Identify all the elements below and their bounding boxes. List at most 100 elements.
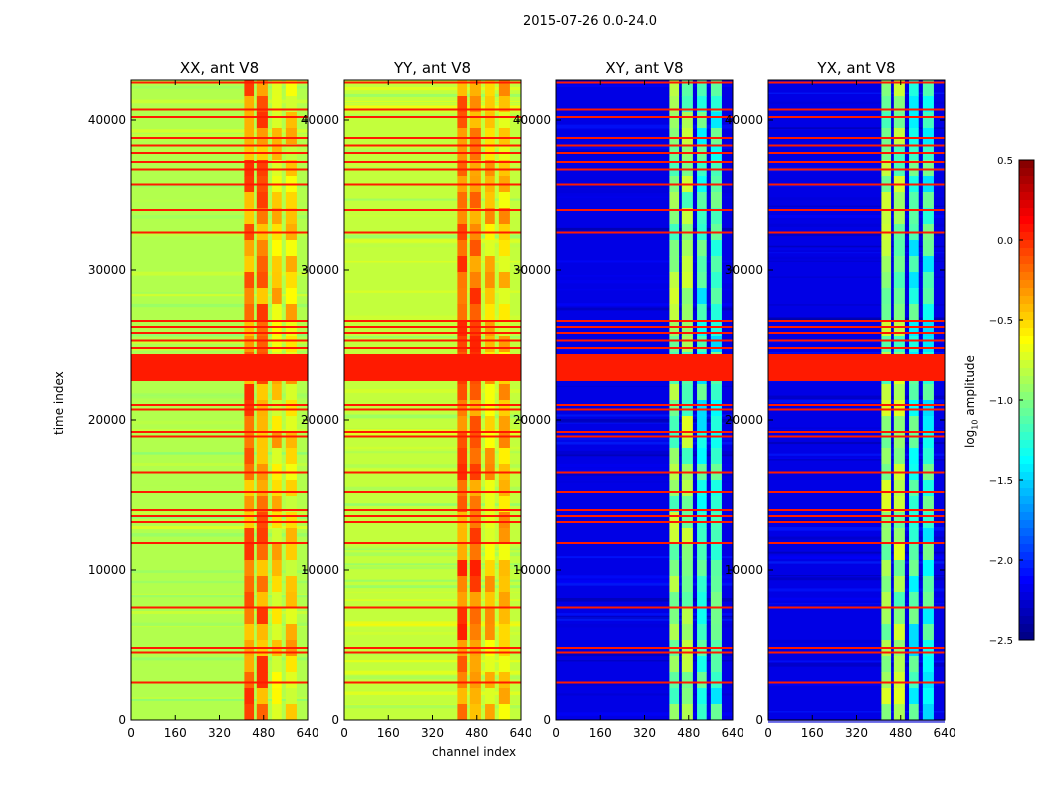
colorbar-segment: [1019, 592, 1034, 601]
colorbar-segment: [1019, 472, 1034, 481]
rfi-channel-cell: [457, 336, 467, 353]
rfi-channel-cell: [682, 288, 693, 305]
rfi-channel-cell: [894, 400, 905, 417]
rfi-channel-cell: [682, 304, 693, 321]
rfi-channel-cell: [257, 336, 268, 353]
colorbar-segment: [1019, 192, 1034, 201]
colorbar-segment: [1019, 224, 1034, 233]
rfi-channel-cell: [470, 480, 481, 497]
rfi-channel-cell: [669, 592, 679, 609]
rfi-channel-cell: [682, 112, 693, 129]
rfi-channel-cell: [257, 512, 268, 529]
colorbar-segment: [1019, 456, 1034, 465]
rfi-channel-cell: [894, 416, 905, 433]
rfi-channel-cell: [894, 112, 905, 129]
rfi-channel-cell: [923, 400, 934, 417]
y-tick-label: 40000: [725, 113, 763, 127]
rfi-channel-cell: [257, 432, 268, 449]
colorbar-tick-label: −0.5: [989, 316, 1013, 327]
rfi-channel-cell: [257, 240, 268, 257]
rfi-channel-cell: [894, 672, 905, 689]
y-tick-label: 10000: [301, 563, 339, 577]
rfi-channel-cell: [881, 384, 891, 401]
rfi-channel-cell: [894, 592, 905, 609]
rfi-channel-cell: [457, 128, 467, 145]
rfi-channel-cell: [682, 272, 693, 289]
x-tick-label: 160: [164, 726, 187, 740]
rfi-channel-cell: [257, 272, 268, 289]
x-tick-label: 0: [127, 726, 135, 740]
flagged-time-row: [768, 347, 945, 349]
colorbar-segment: [1019, 248, 1034, 257]
rfi-channel-cell: [894, 608, 905, 625]
rfi-channel-cell: [909, 704, 919, 721]
colorbar-segment: [1019, 400, 1034, 409]
colorbar-segment: [1019, 392, 1034, 401]
rfi-channel-cell: [923, 688, 934, 705]
colorbar-segment: [1019, 520, 1034, 529]
rfi-channel-cell: [669, 320, 679, 337]
rfi-channel-cell: [257, 400, 268, 417]
flagged-time-row: [768, 232, 945, 234]
rfi-channel-cell: [470, 624, 481, 641]
rfi-channel-cell: [682, 608, 693, 625]
rfi-channel-cell: [470, 592, 481, 609]
flagged-time-row: [768, 491, 945, 493]
rfi-channel-cell: [909, 576, 919, 593]
rfi-channel-cell: [457, 672, 467, 689]
rfi-channel-cell: [244, 688, 254, 705]
rfi-channel-cell: [457, 576, 467, 593]
rfi-channel-cell: [909, 432, 919, 449]
rfi-channel-cell: [669, 400, 679, 417]
rfi-channel-cell: [909, 560, 919, 577]
colorbar-segment: [1019, 336, 1034, 345]
colorbar-segment: [1019, 600, 1034, 609]
rfi-channel-cell: [244, 624, 254, 641]
rfi-channel-cell: [457, 192, 467, 209]
x-tick-label: 480: [252, 726, 275, 740]
rfi-channel-cell: [909, 128, 919, 145]
flagged-time-row: [768, 515, 945, 517]
rfi-channel-cell: [457, 448, 467, 465]
flagged-time-row: [768, 116, 945, 118]
colorbar-segment: [1019, 360, 1034, 369]
rfi-channel-cell: [244, 272, 254, 289]
rfi-channel-cell: [894, 384, 905, 401]
colorbar-segment: [1019, 176, 1034, 185]
colorbar-segment: [1019, 168, 1034, 177]
rfi-channel-cell: [881, 304, 891, 321]
rfi-channel-cell: [669, 608, 679, 625]
flagged-time-row: [768, 472, 945, 474]
colorbar-segment: [1019, 232, 1034, 241]
rfi-channel-cell: [257, 704, 268, 721]
rfi-channel-cell: [257, 656, 268, 673]
rfi-channel-cell: [909, 304, 919, 321]
rfi-channel-cell: [894, 688, 905, 705]
flagged-time-row: [768, 161, 945, 163]
rfi-channel-cell: [244, 320, 254, 337]
rfi-channel-cell: [457, 288, 467, 305]
colorbar-segment: [1019, 584, 1034, 593]
flagged-time-row: [768, 652, 945, 654]
rfi-channel-cell: [244, 512, 254, 529]
rfi-channel-cell: [244, 304, 254, 321]
rfi-channel-cell: [894, 512, 905, 529]
colorbar-label: log10 amplitude: [963, 355, 979, 448]
colorbar-segment: [1019, 496, 1034, 505]
rfi-channel-cell: [682, 416, 693, 433]
rfi-channel-cell: [909, 240, 919, 257]
rfi-channel-cell: [923, 256, 934, 273]
flagged-time-row: [768, 647, 945, 649]
rfi-channel-cell: [894, 544, 905, 561]
x-tick-label: 160: [377, 726, 400, 740]
colorbar-tick-label: −2.0: [989, 556, 1013, 567]
x-tick-label: 0: [340, 726, 348, 740]
rfi-channel-cell: [257, 304, 268, 321]
flagged-time-row: [768, 320, 945, 322]
rfi-channel-cell: [257, 576, 268, 593]
rfi-channel-cell: [894, 240, 905, 257]
rfi-channel-cell: [881, 112, 891, 129]
flagged-time-row: [768, 509, 945, 511]
rfi-channel-cell: [470, 512, 481, 529]
rfi-channel-cell: [881, 672, 891, 689]
